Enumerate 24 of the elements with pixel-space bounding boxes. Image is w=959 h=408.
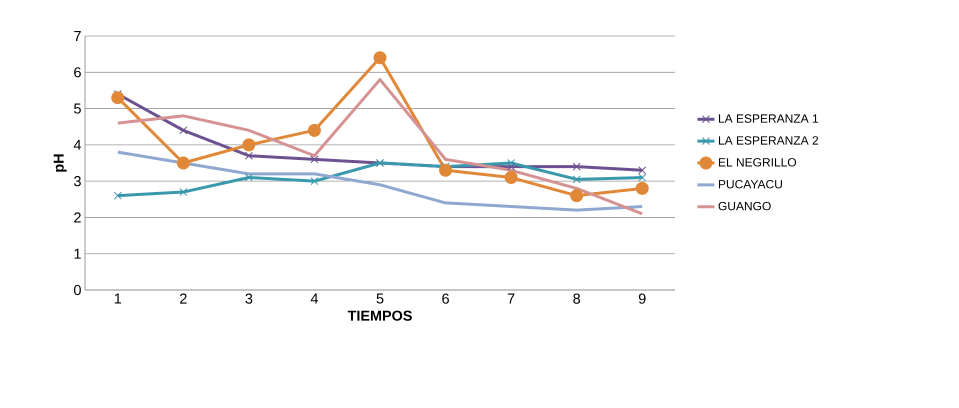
- x-tick-label: 6: [442, 294, 449, 304]
- x-tick-label: 4: [310, 294, 318, 304]
- x-tick-label: 8: [573, 294, 580, 304]
- y-tick-label: 4: [74, 140, 82, 150]
- x-tick-label: 2: [180, 294, 187, 304]
- y-tick-label: 0: [74, 284, 81, 296]
- y-tick-label: 3: [74, 176, 81, 186]
- y-tick-label: 2: [74, 212, 81, 222]
- y-axis-title: pH: [54, 154, 67, 172]
- y-tick-label: 6: [74, 67, 81, 78]
- y-tick-label: 1: [74, 248, 81, 259]
- y-tick-label: 5: [74, 104, 81, 114]
- x-tick-label: 1: [114, 294, 122, 304]
- x-tick-label: 5: [376, 294, 384, 304]
- x-tick-label: 7: [508, 294, 514, 304]
- legend-label: GUANGO: [718, 202, 771, 210]
- legend-label: EL NEGRILLO: [718, 158, 796, 167]
- legend-label: LA ESPERANZA 2: [718, 136, 818, 145]
- legend-label: LA ESPERANZA 1: [718, 114, 818, 123]
- x-tick-label: 3: [245, 294, 252, 304]
- y-tick-label: 7: [74, 31, 81, 41]
- x-axis-title: TIEMPOS: [348, 310, 412, 321]
- legend-label: PUCAYACU: [718, 180, 782, 188]
- x-tick-label: 9: [638, 294, 646, 304]
